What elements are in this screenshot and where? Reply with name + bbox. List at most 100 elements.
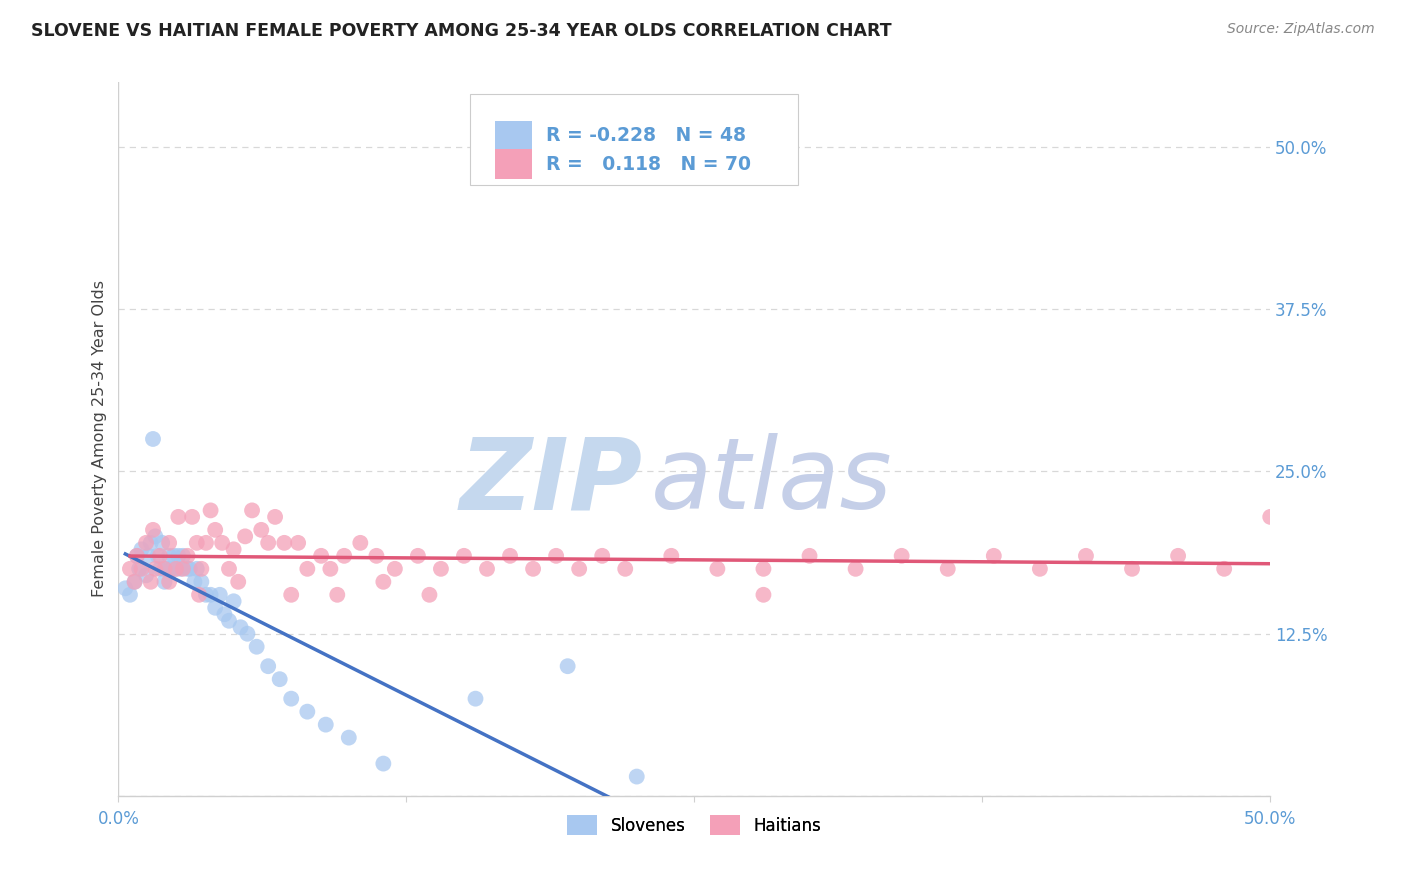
Point: [157, 549, 180, 563]
Point: [406, 549, 429, 563]
Point: [226, 574, 249, 589]
Point: [280, 588, 302, 602]
Point: [1167, 549, 1189, 563]
Point: [157, 536, 180, 550]
Point: [183, 574, 205, 589]
Point: [142, 432, 165, 446]
Point: [169, 562, 191, 576]
Point: [1121, 562, 1143, 576]
Point: [453, 549, 475, 563]
Point: [135, 568, 157, 582]
Point: [124, 574, 146, 589]
FancyBboxPatch shape: [470, 94, 799, 186]
Point: [176, 562, 198, 576]
Point: [799, 549, 821, 563]
Point: [118, 588, 141, 602]
Point: [163, 549, 186, 563]
Point: [179, 562, 201, 576]
Point: [186, 536, 208, 550]
Point: [287, 536, 309, 550]
Point: [557, 659, 579, 673]
Point: [240, 503, 263, 517]
Point: [143, 562, 166, 576]
Point: [250, 523, 273, 537]
Text: R = -0.228   N = 48: R = -0.228 N = 48: [546, 127, 745, 145]
Point: [172, 549, 194, 563]
Point: [233, 529, 256, 543]
Point: [315, 717, 337, 731]
Point: [269, 672, 291, 686]
Point: [257, 536, 280, 550]
Point: [222, 542, 245, 557]
Point: [200, 503, 222, 517]
Point: [983, 549, 1005, 563]
Point: [214, 607, 236, 622]
Point: [222, 594, 245, 608]
Point: [246, 640, 269, 654]
Point: [149, 549, 172, 563]
Point: [149, 562, 172, 576]
Point: [142, 523, 165, 537]
Point: [546, 549, 568, 563]
Point: [626, 770, 648, 784]
Point: [297, 562, 319, 576]
Point: [125, 549, 148, 563]
Point: [349, 536, 371, 550]
Point: [156, 562, 179, 576]
Point: [752, 562, 775, 576]
Point: [229, 620, 252, 634]
Point: [890, 549, 912, 563]
Point: [190, 574, 212, 589]
Point: [200, 588, 222, 602]
Text: atlas: atlas: [651, 434, 893, 531]
Point: [167, 549, 190, 563]
Point: [125, 549, 148, 563]
Point: [218, 614, 240, 628]
Point: [153, 574, 176, 589]
Point: [186, 562, 208, 576]
Point: [143, 529, 166, 543]
Point: [373, 756, 395, 771]
Point: [464, 691, 486, 706]
Point: [845, 562, 868, 576]
Point: [138, 549, 160, 563]
Point: [204, 523, 226, 537]
Point: [208, 588, 231, 602]
Point: [167, 509, 190, 524]
Point: [131, 542, 153, 557]
Point: [333, 549, 356, 563]
Point: [273, 536, 295, 550]
Point: [373, 574, 395, 589]
Y-axis label: Female Poverty Among 25-34 Year Olds: Female Poverty Among 25-34 Year Olds: [93, 280, 107, 598]
Point: [131, 562, 153, 576]
Point: [194, 536, 217, 550]
Point: [118, 562, 141, 576]
Point: [153, 562, 176, 576]
FancyBboxPatch shape: [495, 150, 531, 179]
Point: [236, 626, 259, 640]
Point: [475, 562, 498, 576]
Point: [309, 549, 332, 563]
Point: [659, 549, 682, 563]
Point: [568, 562, 591, 576]
Point: [1074, 549, 1097, 563]
Point: [194, 588, 217, 602]
Point: [128, 562, 150, 576]
Point: [188, 588, 211, 602]
Point: [319, 562, 342, 576]
Point: [157, 574, 180, 589]
Point: [366, 549, 388, 563]
Point: [326, 588, 349, 602]
Point: [172, 562, 194, 576]
Point: [1258, 509, 1281, 524]
Point: [139, 536, 162, 550]
Point: [297, 705, 319, 719]
Point: [337, 731, 360, 745]
Text: R =   0.118   N = 70: R = 0.118 N = 70: [546, 155, 751, 174]
Point: [591, 549, 613, 563]
Point: [706, 562, 728, 576]
Point: [146, 549, 169, 563]
Text: SLOVENE VS HAITIAN FEMALE POVERTY AMONG 25-34 YEAR OLDS CORRELATION CHART: SLOVENE VS HAITIAN FEMALE POVERTY AMONG …: [31, 22, 891, 40]
Text: Source: ZipAtlas.com: Source: ZipAtlas.com: [1227, 22, 1375, 37]
Point: [139, 574, 162, 589]
